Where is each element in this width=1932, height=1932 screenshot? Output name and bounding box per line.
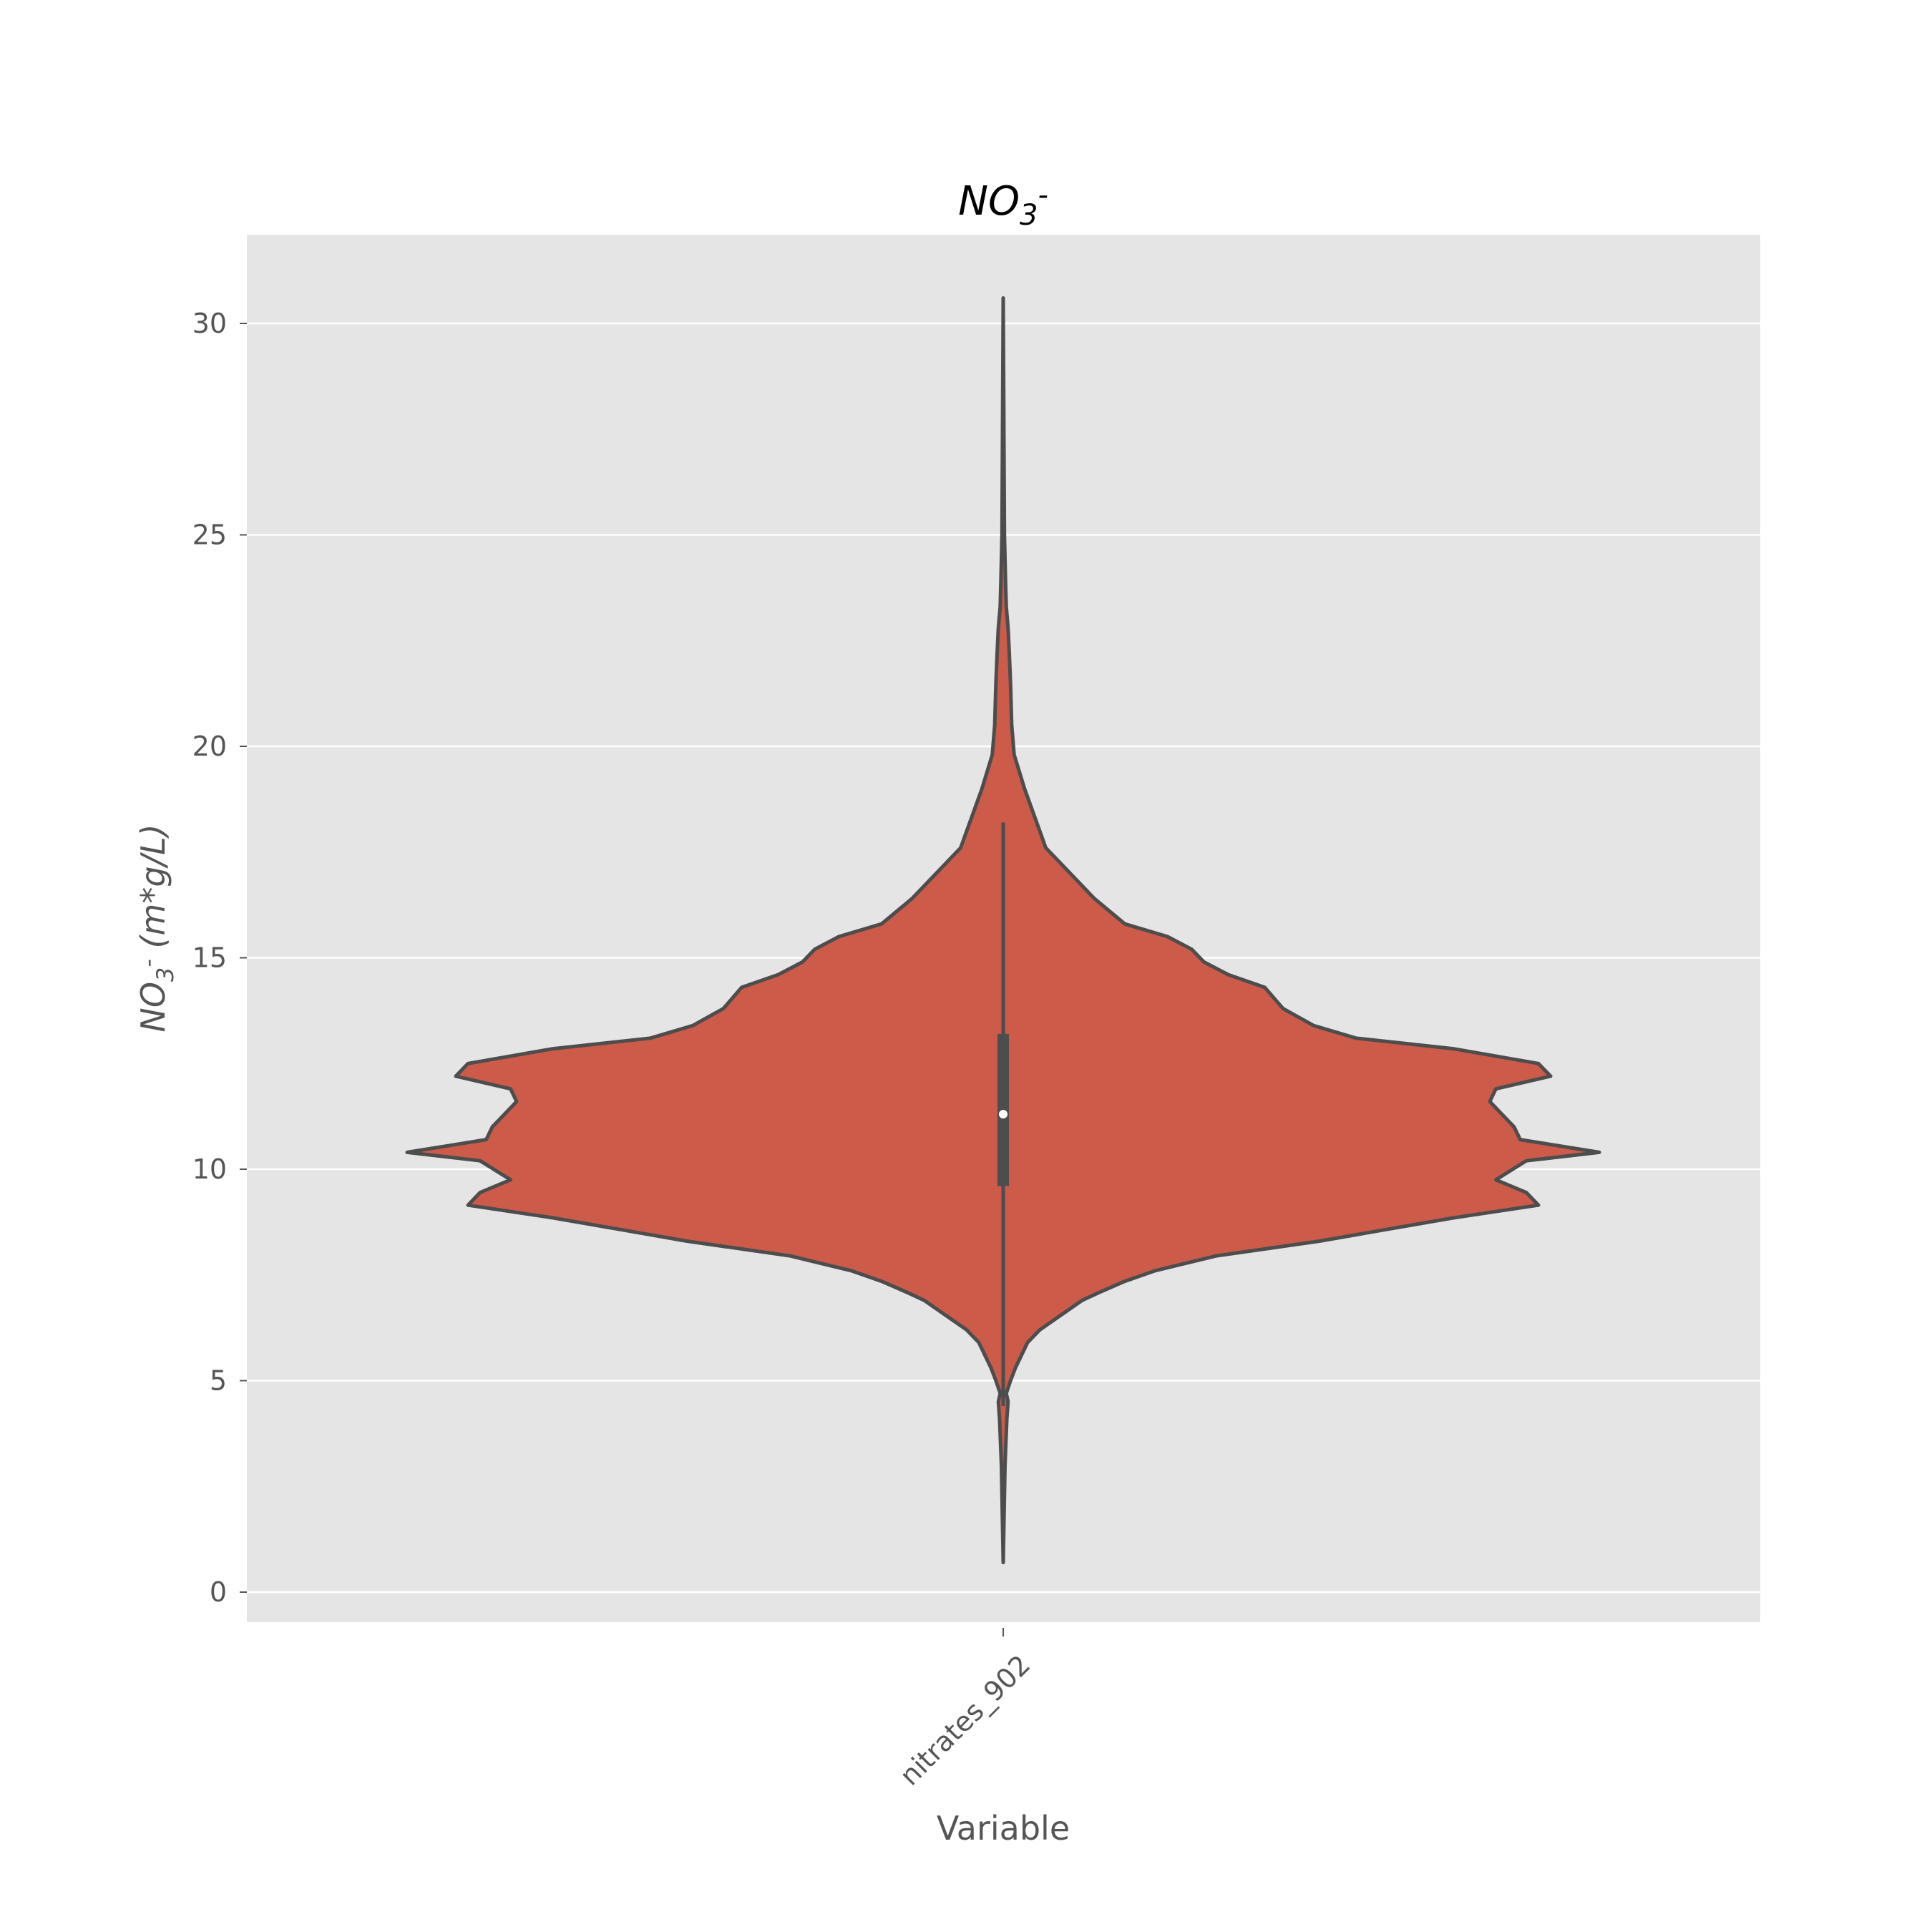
y-label-main: NO — [134, 982, 172, 1033]
y-tick-label-0: 0 — [210, 1576, 227, 1608]
y-axis-ticks: 0 5 10 15 20 25 30 — [192, 308, 247, 1608]
y-tick-label-25: 25 — [192, 519, 227, 551]
y-tick-label-5: 5 — [210, 1365, 227, 1397]
chart-title: NO3- — [958, 178, 1048, 232]
y-tick-label-10: 10 — [192, 1153, 227, 1185]
y-label-unit: (m*g/L) — [134, 824, 172, 959]
title-main: NO — [958, 178, 1020, 225]
y-label-sup: - — [135, 959, 162, 967]
y-tick-label-30: 30 — [192, 308, 227, 339]
y-tick-label-15: 15 — [192, 942, 227, 974]
x-axis-label: Variable — [937, 1809, 1070, 1848]
violin-median-marker — [999, 1110, 1008, 1119]
title-sub: 3 — [1020, 199, 1038, 232]
y-axis-label: NO3- (m*g/L) — [134, 824, 179, 1032]
y-tick-label-20: 20 — [192, 731, 227, 762]
y-label-sub: 3 — [152, 967, 179, 982]
title-sup: - — [1038, 179, 1048, 212]
